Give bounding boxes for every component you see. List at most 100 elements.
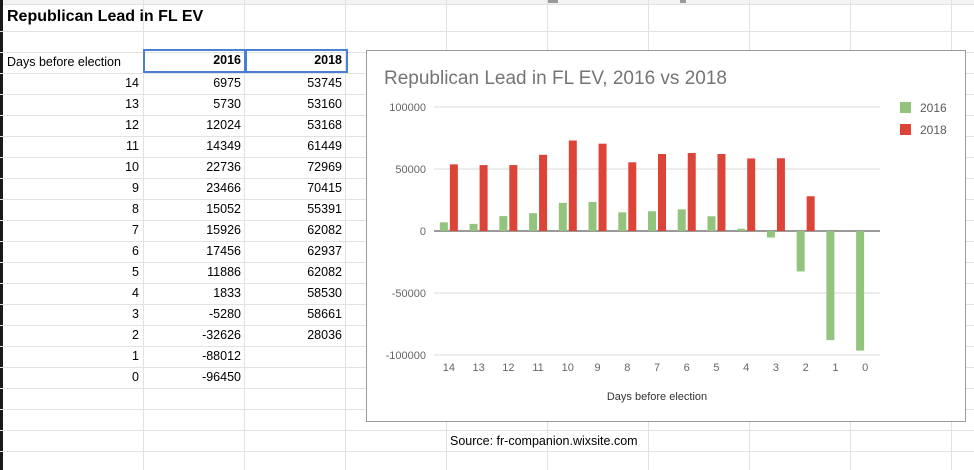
bar-2018-day-4 [747,158,756,231]
x-tick-label: 12 [502,362,514,374]
x-tick-label: 3 [773,362,779,374]
y-tick-label: 100000 [389,102,426,114]
value-2018-cell[interactable]: 53168 [307,118,342,132]
value-2016-cell[interactable]: 14349 [206,139,241,153]
value-2016-cell[interactable]: -32626 [202,328,241,342]
x-tick-label: 14 [443,362,455,374]
days-cell[interactable]: 11 [126,139,139,153]
sheet-title[interactable]: Republican Lead in FL EV [7,8,204,25]
value-2018-cell[interactable]: 53745 [307,76,342,90]
bar-2016-day-7 [648,211,656,231]
grid-column-line [345,0,346,470]
value-2018-cell[interactable]: 58530 [307,286,342,300]
x-tick-label: 11 [532,362,543,374]
bar-2018-day-2 [806,196,815,231]
toolbar-mark [680,0,686,3]
days-cell[interactable]: 1 [132,349,139,363]
days-cell[interactable]: 6 [132,244,139,258]
grid-row-line [0,430,974,431]
value-2018-cell[interactable] [246,367,342,388]
bar-2018-day-5 [717,154,726,231]
value-2018-cell[interactable]: 62937 [307,244,342,258]
y-tick-label: -50000 [392,288,426,300]
legend-swatch-2018 [900,124,911,135]
days-cell[interactable]: 0 [132,370,139,384]
x-tick-label: 5 [713,362,719,374]
value-2018-cell[interactable] [246,346,342,367]
bar-2016-day-6 [677,209,686,231]
value-2018-cell[interactable]: 72969 [307,160,342,174]
value-2018-cell[interactable]: 62082 [307,265,342,279]
bar-2016-day-12 [499,216,508,231]
bar-2018-day-3 [776,158,785,231]
value-2018-cell[interactable]: 28036 [307,328,342,342]
legend-label-2016: 2016 [920,101,947,115]
bar-2016-day-10 [558,202,567,231]
toolbar-mark [548,0,558,3]
x-tick-label: 1 [832,362,838,374]
bar-2016-day-2 [796,231,805,272]
value-2016-cell[interactable]: 12024 [206,118,241,132]
legend-swatch-2016 [900,102,911,113]
days-cell[interactable]: 13 [125,97,139,111]
grid-row-line [0,31,974,32]
bar-2018-day-7 [658,154,666,231]
value-2016-cell[interactable]: 5730 [213,97,241,111]
x-tick-label: 13 [472,362,484,374]
days-cell[interactable]: 14 [125,76,139,90]
days-cell[interactable]: 9 [132,181,139,195]
bar-2016-day-14 [439,222,448,231]
x-tick-label: 2 [803,362,809,374]
grid-row-line [0,451,974,452]
value-2018-cell[interactable]: 70415 [307,181,342,195]
value-2016-cell[interactable]: 23466 [206,181,241,195]
window-edge [0,0,3,470]
bar-2016-day-3 [766,231,775,238]
x-tick-label: 10 [562,362,574,374]
value-2016-cell[interactable]: 15926 [206,223,241,237]
bar-2018-day-10 [568,140,577,231]
source-note[interactable]: Source: fr-companion.wixsite.com [450,434,638,448]
x-tick-label: 0 [862,362,868,374]
days-cell[interactable]: 8 [132,202,139,216]
days-cell[interactable]: 7 [132,223,139,237]
bar-2018-day-14 [449,164,458,231]
bar-2018-day-9 [598,143,607,231]
value-2016-cell[interactable]: 22736 [206,160,241,174]
value-2016-cell[interactable]: 15052 [206,202,241,216]
bar-2016-day-11 [529,213,538,231]
value-2018-cell[interactable]: 58661 [307,307,342,321]
value-2016-cell[interactable]: -88012 [202,349,241,363]
days-cell[interactable]: 4 [132,286,139,300]
value-2016-cell[interactable]: 1833 [213,286,241,300]
header-2018[interactable]: 2018 [314,53,342,67]
bar-2018-day-6 [687,152,696,231]
value-2018-cell[interactable]: 53160 [307,97,342,111]
days-cell[interactable]: 10 [125,160,139,174]
days-cell[interactable]: 2 [132,328,139,342]
bar-2018-day-11 [539,154,548,231]
value-2018-cell[interactable]: 61449 [307,139,342,153]
x-tick-label: 9 [594,362,600,374]
bar-2016-day-9 [588,201,597,231]
header-days-label[interactable]: Days before election [7,55,121,69]
bar-2016-day-1 [826,231,835,341]
value-2018-cell[interactable]: 62082 [307,223,342,237]
header-2016[interactable]: 2016 [213,53,241,67]
bar-2018-day-8 [628,162,637,231]
x-tick-label: 7 [654,362,660,374]
chart-panel[interactable] [366,50,966,422]
value-2016-cell[interactable]: 11886 [207,265,241,279]
bar-2016-day-4 [737,228,746,231]
selected-cell-2018[interactable] [245,49,348,73]
value-2016-cell[interactable]: 17456 [206,244,241,258]
value-2018-cell[interactable]: 55391 [307,202,342,216]
chart-title: Republican Lead in FL EV, 2016 vs 2018 [384,68,727,89]
days-cell[interactable]: 5 [132,265,139,279]
value-2016-cell[interactable]: 6975 [213,76,241,90]
days-cell[interactable]: 12 [125,118,139,132]
value-2016-cell[interactable]: -96450 [202,370,241,384]
days-cell[interactable]: 3 [132,307,139,321]
value-2016-cell[interactable]: -5280 [209,307,241,321]
